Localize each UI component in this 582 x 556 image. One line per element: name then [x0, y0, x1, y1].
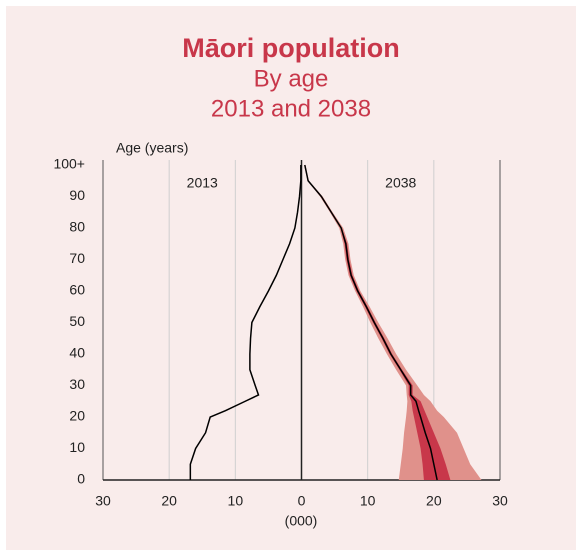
x-tick-label: 10	[360, 493, 376, 509]
series-label: 2038	[385, 175, 416, 191]
chart-title: Māori population	[182, 33, 399, 63]
background	[6, 6, 576, 550]
x-tick-label: 0	[298, 493, 306, 509]
y-tick-label: 30	[69, 376, 85, 392]
y-tick-label: 80	[69, 219, 85, 235]
x-tick-label: 10	[228, 493, 244, 509]
y-tick-label: 0	[77, 471, 85, 487]
x-tick-label: 30	[492, 493, 508, 509]
x-tick-label: 20	[426, 493, 442, 509]
x-tick-label: 30	[95, 493, 111, 509]
y-axis-label: Age (years)	[116, 140, 188, 156]
y-tick-label: 100+	[53, 156, 85, 172]
y-tick-label: 10	[69, 439, 85, 455]
y-tick-label: 50	[69, 313, 85, 329]
series-label: 2013	[187, 175, 218, 191]
y-tick-label: 60	[69, 282, 85, 298]
y-tick-label: 20	[69, 408, 85, 424]
population-line	[304, 164, 438, 481]
population-line	[189, 165, 302, 480]
x-axis-label: (000)	[285, 513, 318, 529]
chart-subtitle: 2013 and 2038	[211, 95, 371, 122]
y-tick-label: 90	[69, 187, 85, 203]
projection-band	[304, 165, 451, 480]
projection-band	[304, 165, 482, 480]
x-tick-label: 20	[161, 493, 177, 509]
y-tick-label: 40	[69, 345, 85, 361]
y-tick-label: 70	[69, 250, 85, 266]
chart-subtitle: By age	[254, 65, 329, 92]
